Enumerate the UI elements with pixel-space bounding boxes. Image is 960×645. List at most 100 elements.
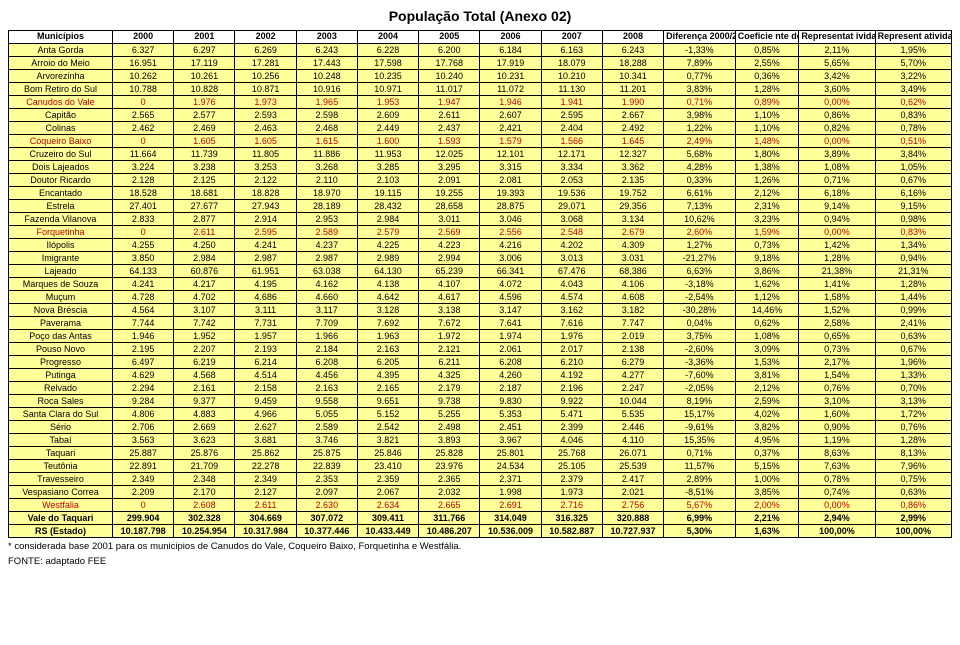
- value-cell: 7.641: [480, 316, 541, 329]
- value-cell: 6.184: [480, 43, 541, 56]
- value-cell: 10.254.954: [174, 524, 235, 537]
- value-cell: 18.288: [602, 56, 663, 69]
- value-cell: 2.984: [357, 212, 418, 225]
- value-cell: 4.325: [419, 368, 480, 381]
- municipality-cell: Poço das Antas: [9, 329, 113, 342]
- value-cell: 0,94%: [799, 212, 875, 225]
- value-cell: 2.127: [235, 485, 296, 498]
- value-cell: 0,67%: [875, 173, 951, 186]
- value-cell: 309.411: [357, 511, 418, 524]
- value-cell: 0,78%: [799, 472, 875, 485]
- value-cell: 10,62%: [664, 212, 736, 225]
- value-cell: -3,36%: [664, 355, 736, 368]
- value-cell: 5.152: [357, 407, 418, 420]
- value-cell: 5,70%: [875, 56, 951, 69]
- table-row: Lajeado64.13360.87661.95163.03864.13065.…: [9, 264, 952, 277]
- table-header-row: Municípios200020012002200320042005200620…: [9, 31, 952, 44]
- value-cell: 4.202: [541, 238, 602, 251]
- value-cell: 1.965: [296, 95, 357, 108]
- value-cell: 1.579: [480, 134, 541, 147]
- value-cell: 1,22%: [664, 121, 736, 134]
- value-cell: 2.469: [174, 121, 235, 134]
- value-cell: 0,70%: [875, 381, 951, 394]
- table-row: Bom Retiro do Sul10.78810.82810.87110.91…: [9, 82, 952, 95]
- value-cell: 3,84%: [875, 147, 951, 160]
- municipality-cell: Relvado: [9, 381, 113, 394]
- municipality-cell: Santa Clara do Sul: [9, 407, 113, 420]
- value-cell: 4.309: [602, 238, 663, 251]
- value-cell: 2.556: [480, 225, 541, 238]
- value-cell: 26.071: [602, 446, 663, 459]
- value-cell: 2.953: [296, 212, 357, 225]
- value-cell: 2.607: [480, 108, 541, 121]
- value-cell: -8,51%: [664, 485, 736, 498]
- value-cell: 2.135: [602, 173, 663, 186]
- value-cell: 4.195: [235, 277, 296, 290]
- value-cell: 1,41%: [799, 277, 875, 290]
- municipality-cell: Pouso Novo: [9, 342, 113, 355]
- value-cell: 1,28%: [875, 277, 951, 290]
- value-cell: 2,21%: [735, 511, 799, 524]
- value-cell: 2.017: [541, 342, 602, 355]
- table-row: Capitão2.5652.5772.5932.5982.6092.6112.6…: [9, 108, 952, 121]
- table-row: Muçum4.7284.7024.6864.6604.6424.6174.596…: [9, 290, 952, 303]
- value-cell: 2.468: [296, 121, 357, 134]
- value-cell: 2.984: [174, 251, 235, 264]
- value-cell: 14,46%: [735, 303, 799, 316]
- value-cell: 100,00%: [875, 524, 951, 537]
- value-cell: 2.756: [602, 498, 663, 511]
- value-cell: 2.595: [235, 225, 296, 238]
- municipality-cell: Arroio do Meio: [9, 56, 113, 69]
- value-cell: 3.117: [296, 303, 357, 316]
- value-cell: 6.211: [419, 355, 480, 368]
- value-cell: 2.421: [480, 121, 541, 134]
- value-cell: 2.987: [296, 251, 357, 264]
- value-cell: 3,82%: [735, 420, 799, 433]
- table-row: Arvorezinha10.26210.26110.25610.24810.23…: [9, 69, 952, 82]
- value-cell: 12.025: [419, 147, 480, 160]
- value-cell: 2,94%: [799, 511, 875, 524]
- value-cell: 11.805: [235, 147, 296, 160]
- value-cell: 4.043: [541, 277, 602, 290]
- value-cell: 16.951: [113, 56, 174, 69]
- value-cell: 2.349: [113, 472, 174, 485]
- value-cell: 5.055: [296, 407, 357, 420]
- value-cell: 1,58%: [799, 290, 875, 303]
- value-cell: 7.672: [419, 316, 480, 329]
- value-cell: 3.011: [419, 212, 480, 225]
- value-cell: 18.528: [113, 186, 174, 199]
- value-cell: 0,83%: [875, 225, 951, 238]
- value-cell: 1.998: [480, 485, 541, 498]
- value-cell: 25.887: [113, 446, 174, 459]
- value-cell: 2.207: [174, 342, 235, 355]
- value-cell: 10.377.446: [296, 524, 357, 537]
- value-cell: 3,89%: [799, 147, 875, 160]
- value-cell: 2.193: [235, 342, 296, 355]
- table-row: Tabaí3.5633.6233.6813.7463.8213.8933.967…: [9, 433, 952, 446]
- value-cell: 2.021: [602, 485, 663, 498]
- value-cell: 10.235: [357, 69, 418, 82]
- value-cell: 2.627: [235, 420, 296, 433]
- value-cell: 29.071: [541, 199, 602, 212]
- municipality-cell: Canudos do Vale: [9, 95, 113, 108]
- value-cell: 3.362: [602, 160, 663, 173]
- value-cell: -9,61%: [664, 420, 736, 433]
- value-cell: 10.231: [480, 69, 541, 82]
- value-cell: 7,96%: [875, 459, 951, 472]
- value-cell: 7.747: [602, 316, 663, 329]
- value-cell: 0,73%: [799, 342, 875, 355]
- value-cell: 2.569: [419, 225, 480, 238]
- value-cell: 3.031: [602, 251, 663, 264]
- value-cell: 0,36%: [735, 69, 799, 82]
- value-cell: 19.752: [602, 186, 663, 199]
- value-cell: 7,63%: [799, 459, 875, 472]
- value-cell: 4,95%: [735, 433, 799, 446]
- value-cell: 311.766: [419, 511, 480, 524]
- value-cell: 2.589: [296, 420, 357, 433]
- value-cell: 1,38%: [735, 160, 799, 173]
- table-row: Pouso Novo2.1952.2072.1932.1842.1632.121…: [9, 342, 952, 355]
- value-cell: 3,23%: [735, 212, 799, 225]
- municipality-cell: Paverama: [9, 316, 113, 329]
- value-cell: 4.642: [357, 290, 418, 303]
- table-row: Ilópolis4.2554.2504.2414.2374.2254.2234.…: [9, 238, 952, 251]
